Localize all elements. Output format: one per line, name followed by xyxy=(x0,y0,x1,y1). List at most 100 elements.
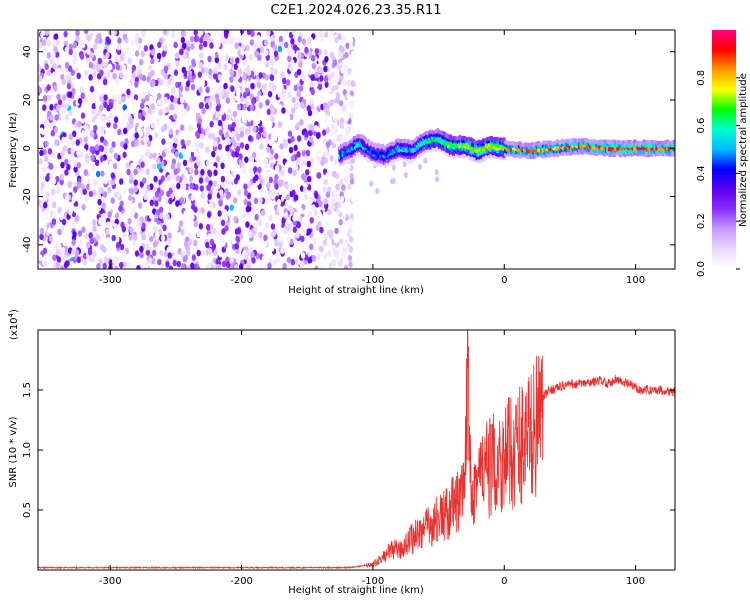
heatmap-cell xyxy=(434,169,439,176)
heatmap-cell xyxy=(270,128,276,135)
heatmap-cell xyxy=(154,190,160,198)
heatmap-cell xyxy=(316,91,321,98)
heatmap-cell xyxy=(287,91,292,99)
heatmap-cell xyxy=(131,72,136,79)
heatmap-cell xyxy=(46,69,51,77)
heatmap-cell xyxy=(264,195,270,202)
colorbar-tick-label: 0.2 xyxy=(696,213,707,229)
heatmap-cell xyxy=(38,158,43,165)
heatmap-cell xyxy=(59,265,65,269)
heatmap-cell xyxy=(239,30,245,35)
heatmap-cell xyxy=(172,259,177,267)
heatmap-cell xyxy=(299,119,304,126)
heatmap-cell xyxy=(313,80,319,88)
heatmap-cell xyxy=(327,250,332,257)
heatmap-cell xyxy=(311,54,316,62)
heatmap-cell xyxy=(264,61,270,68)
heatmap-cell xyxy=(95,102,100,109)
heatmap-cell xyxy=(254,112,259,119)
heatmap-cell xyxy=(217,210,222,217)
heatmap-cell xyxy=(83,69,89,77)
heatmap-cell xyxy=(186,214,192,222)
heatmap-cell xyxy=(47,249,52,257)
heatmap-cell xyxy=(109,147,114,154)
heatmap-cell xyxy=(103,94,108,101)
heatmap-cell xyxy=(224,131,230,139)
heatmap-cell xyxy=(111,141,116,148)
heatmap-cell xyxy=(125,162,131,169)
heatmap-cell xyxy=(87,248,93,256)
heatmap-cell xyxy=(150,103,155,110)
heatmap-cell xyxy=(254,43,259,50)
heatmap-cell xyxy=(123,72,128,80)
heatmap-cell xyxy=(219,189,224,196)
heatmap-cell xyxy=(143,193,148,201)
heatmap-cell xyxy=(174,52,180,59)
heatmap-cell xyxy=(248,54,253,61)
y-tick-label: 0 xyxy=(22,145,33,151)
heatmap-cell xyxy=(232,162,238,169)
heatmap-cell xyxy=(70,147,75,154)
heatmap-cell xyxy=(215,258,220,265)
heatmap-cell xyxy=(171,86,176,93)
heatmap-cell xyxy=(42,247,48,255)
heatmap-cell xyxy=(277,77,283,85)
heatmap-cell xyxy=(61,218,67,226)
heatmap-cell xyxy=(259,143,264,150)
heatmap-cell xyxy=(55,175,60,183)
heatmap-cell xyxy=(175,188,180,196)
heatmap-cell xyxy=(76,72,81,80)
heatmap-cell xyxy=(139,168,145,175)
heatmap-cell xyxy=(56,256,62,264)
heatmap-cell xyxy=(255,252,261,260)
heatmap-cell xyxy=(175,200,180,207)
heatmap-cell xyxy=(174,224,179,232)
heatmap-cell xyxy=(117,93,122,101)
heatmap-cell xyxy=(117,128,122,136)
heatmap-cell xyxy=(56,58,61,65)
heatmap-cell xyxy=(324,56,329,63)
heatmap-cell xyxy=(274,153,279,160)
heatmap-cell xyxy=(280,247,285,255)
heatmap-cell xyxy=(164,239,169,247)
heatmap-cell xyxy=(319,75,324,82)
heatmap-cell xyxy=(314,163,320,171)
heatmap-cell xyxy=(270,133,276,141)
heatmap-cell xyxy=(147,108,153,115)
heatmap-cell xyxy=(70,138,76,146)
heatmap-cell xyxy=(327,169,333,177)
heatmap-cell xyxy=(350,102,355,109)
heatmap-cell xyxy=(108,102,114,110)
heatmap-cell xyxy=(306,57,311,65)
heatmap-cell xyxy=(51,218,57,225)
heatmap-cell xyxy=(57,68,62,76)
heatmap-cell xyxy=(348,113,353,120)
heatmap-cell xyxy=(240,48,245,56)
heatmap-cell xyxy=(123,143,128,150)
heatmap-cell xyxy=(176,161,182,169)
heatmap-cell xyxy=(167,78,172,85)
heatmap-cell xyxy=(156,52,162,60)
heatmap-cell xyxy=(83,169,89,176)
heatmap-cell xyxy=(216,182,221,190)
heatmap-cell xyxy=(44,161,49,168)
heatmap-cell xyxy=(138,121,143,129)
heatmap-cell xyxy=(347,67,352,75)
heatmap-cell xyxy=(112,162,118,170)
x-tick-label: 0 xyxy=(501,576,507,587)
heatmap-cell xyxy=(200,67,206,74)
heatmap-cell xyxy=(327,74,332,81)
heatmap-cell xyxy=(64,158,69,166)
heatmap-cell xyxy=(80,117,86,124)
heatmap-cell xyxy=(171,31,176,39)
heatmap-cell xyxy=(209,120,214,128)
heatmap-cell xyxy=(43,260,48,267)
heatmap-cell xyxy=(52,254,57,261)
heatmap-cell xyxy=(222,209,228,216)
heatmap-cell xyxy=(231,121,236,129)
heatmap-cell xyxy=(177,248,182,255)
heatmap-cell xyxy=(244,86,250,94)
heatmap-cell xyxy=(308,256,313,264)
spectrogram-frame xyxy=(37,29,676,270)
heatmap-cell xyxy=(189,182,194,190)
